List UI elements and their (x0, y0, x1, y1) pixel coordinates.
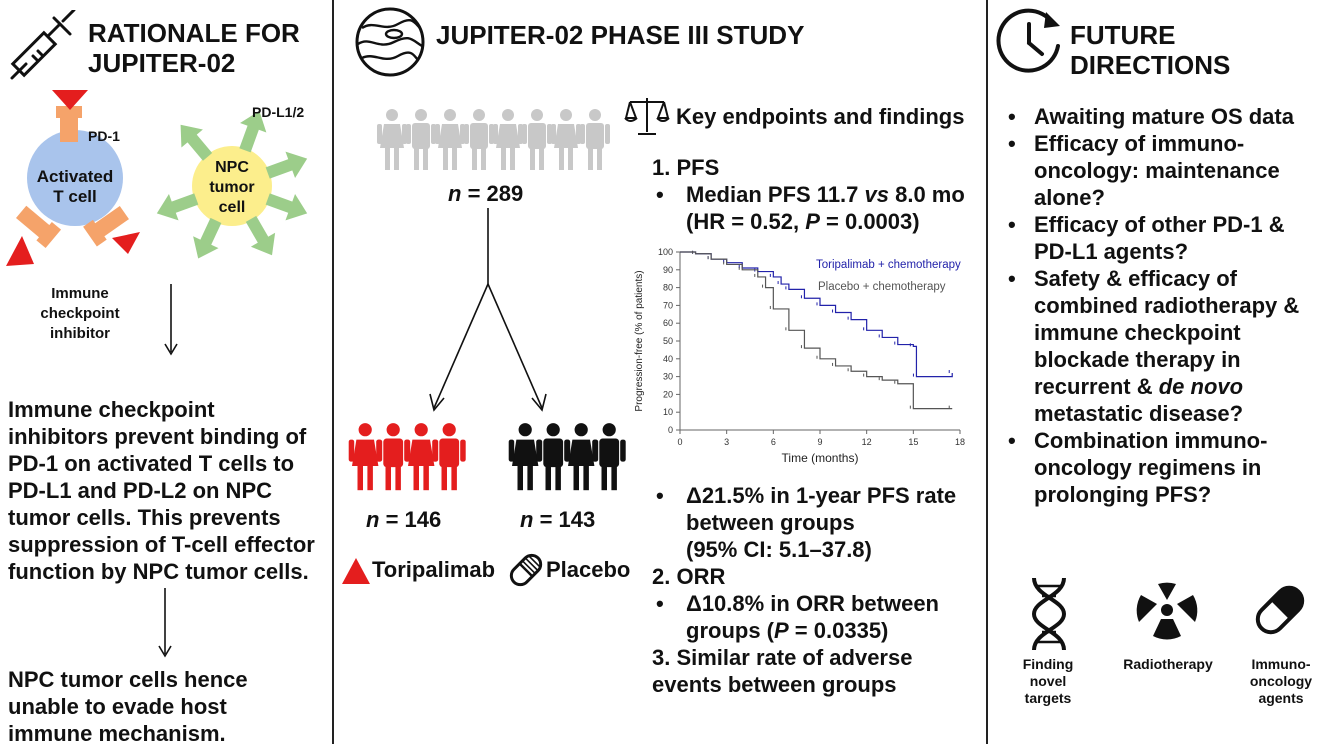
placebo-patients-icons (508, 423, 626, 491)
toripalimab-triangle-right (112, 232, 140, 254)
male-patient-icon (432, 423, 466, 491)
x-tick-label: 0 (677, 437, 682, 447)
toripalimab-triangle-left (6, 236, 34, 266)
female-patient-icon (435, 109, 465, 170)
x-tick-label: 18 (955, 437, 965, 447)
future-item: Efficacy of other PD-1 &PD-L1 agents? (1002, 211, 1336, 265)
y-tick-label: 90 (663, 265, 673, 275)
icon-label-immuno: Immuno-oncology agents (1249, 656, 1313, 706)
y-tick-label: 0 (668, 425, 673, 435)
y-tick-label: 80 (663, 283, 673, 293)
clock-icon (996, 8, 1060, 73)
pdl-label: PD-L1/2 (252, 104, 305, 120)
male-patient-icon (464, 109, 494, 170)
panel-divider-left (332, 0, 334, 744)
male-patient-icon (592, 423, 626, 491)
y-tick-label: 70 (663, 300, 673, 310)
middle-title: JUPITER-02 PHASE III STUDY (436, 20, 805, 50)
placebo-capsule-icon (509, 553, 543, 587)
y-axis-label: Progression-free (% of patients) (634, 270, 645, 411)
n-placebo: n = 143 (520, 507, 596, 532)
icon-label-radiotherapy: Radiotherapy (1123, 656, 1213, 672)
y-tick-label: 60 (663, 318, 673, 328)
right-title: FUTURE DIRECTIONS (1070, 20, 1231, 80)
y-tick-label: 10 (663, 407, 673, 417)
toripalimab-patients-icons (348, 423, 466, 491)
npc-tumor-cell (192, 146, 272, 226)
x-tick-label: 6 (771, 437, 776, 447)
capsule-icon (1255, 585, 1305, 635)
ici-label: Immune checkpoint inhibitor (40, 285, 120, 342)
icon-label-targets: Finding novel targets (1022, 656, 1074, 706)
future-item: Efficacy of immuno-oncology: maintenance… (1002, 130, 1336, 211)
left-title: RATIONALE FOR JUPITER-02 (88, 18, 300, 78)
female-patient-icon (551, 109, 581, 170)
km-chart: 0 10 20 30 40 50 60 70 80 90 100 0 3 6 9 12 15 18 Time (mo… (634, 247, 965, 465)
future-directions-list: Awaiting mature OS data Efficacy of immu… (1002, 103, 1336, 508)
dna-icon (1031, 577, 1067, 651)
male-patient-icon (406, 109, 436, 170)
future-item: Awaiting mature OS data (1002, 103, 1336, 130)
km-series-line (680, 251, 953, 410)
y-tick-label: 30 (663, 372, 673, 382)
syringe-icon (10, 10, 76, 80)
y-tick-label: 100 (658, 247, 673, 257)
n-total: n = 289 (448, 181, 524, 206)
female-patient-icon (404, 423, 438, 491)
findings-header: Key endpoints and findings (676, 104, 965, 129)
y-tick-label: 20 (663, 389, 673, 399)
down-arrow-1 (164, 284, 178, 356)
x-tick-label: 9 (817, 437, 822, 447)
down-arrow-2 (158, 588, 172, 658)
scales-icon (624, 98, 670, 135)
panel-divider-right (986, 0, 988, 744)
immune-checkpoint-diagram (6, 90, 308, 266)
legend-toripalimab: Toripalimab (372, 557, 496, 582)
planet-icon (355, 7, 425, 77)
x-tick-label: 12 (862, 437, 872, 447)
total-patients-icons (377, 109, 610, 170)
x-tick-label: 15 (908, 437, 918, 447)
pd1-label: PD-1 (88, 128, 120, 144)
toripalimab-triangle-top (52, 90, 88, 110)
x-axis-label: Time (months) (782, 451, 859, 465)
y-tick-label: 40 (663, 354, 673, 364)
randomization-tree (429, 208, 547, 412)
future-item: Combination immuno-oncology regimens inp… (1002, 427, 1336, 508)
legend-entry: Placebo + chemotherapy (818, 281, 946, 293)
t-cell-label: Activated T cell (36, 167, 114, 206)
t-cell (27, 130, 123, 226)
npc-cell-label: NPC tumor cell (209, 159, 255, 216)
findings-rest: Δ21.5% in 1-year PFS rate between groups… (652, 482, 982, 698)
x-tick-label: 3 (724, 437, 729, 447)
n-toripalimab: n = 146 (366, 507, 442, 532)
conclusion-paragraph: NPC tumor cells hence unable to evade ho… (8, 667, 248, 746)
male-patient-icon (522, 109, 552, 170)
female-patient-icon (377, 109, 407, 170)
radiation-icon (1136, 582, 1198, 640)
findings-pfs: 1. PFS Median PFS 11.7 vs 8.0 mo (HR = 0… (652, 154, 982, 235)
male-patient-icon (580, 109, 610, 170)
y-tick-label: 50 (663, 336, 673, 346)
female-patient-icon (493, 109, 523, 170)
toripalimab-legend-triangle (342, 558, 370, 584)
legend-placebo: Placebo (546, 557, 631, 582)
legend-entry: Toripalimab + chemotherapy (816, 259, 961, 271)
rationale-paragraph: Immune checkpoint inhibitors prevent bin… (8, 397, 315, 584)
